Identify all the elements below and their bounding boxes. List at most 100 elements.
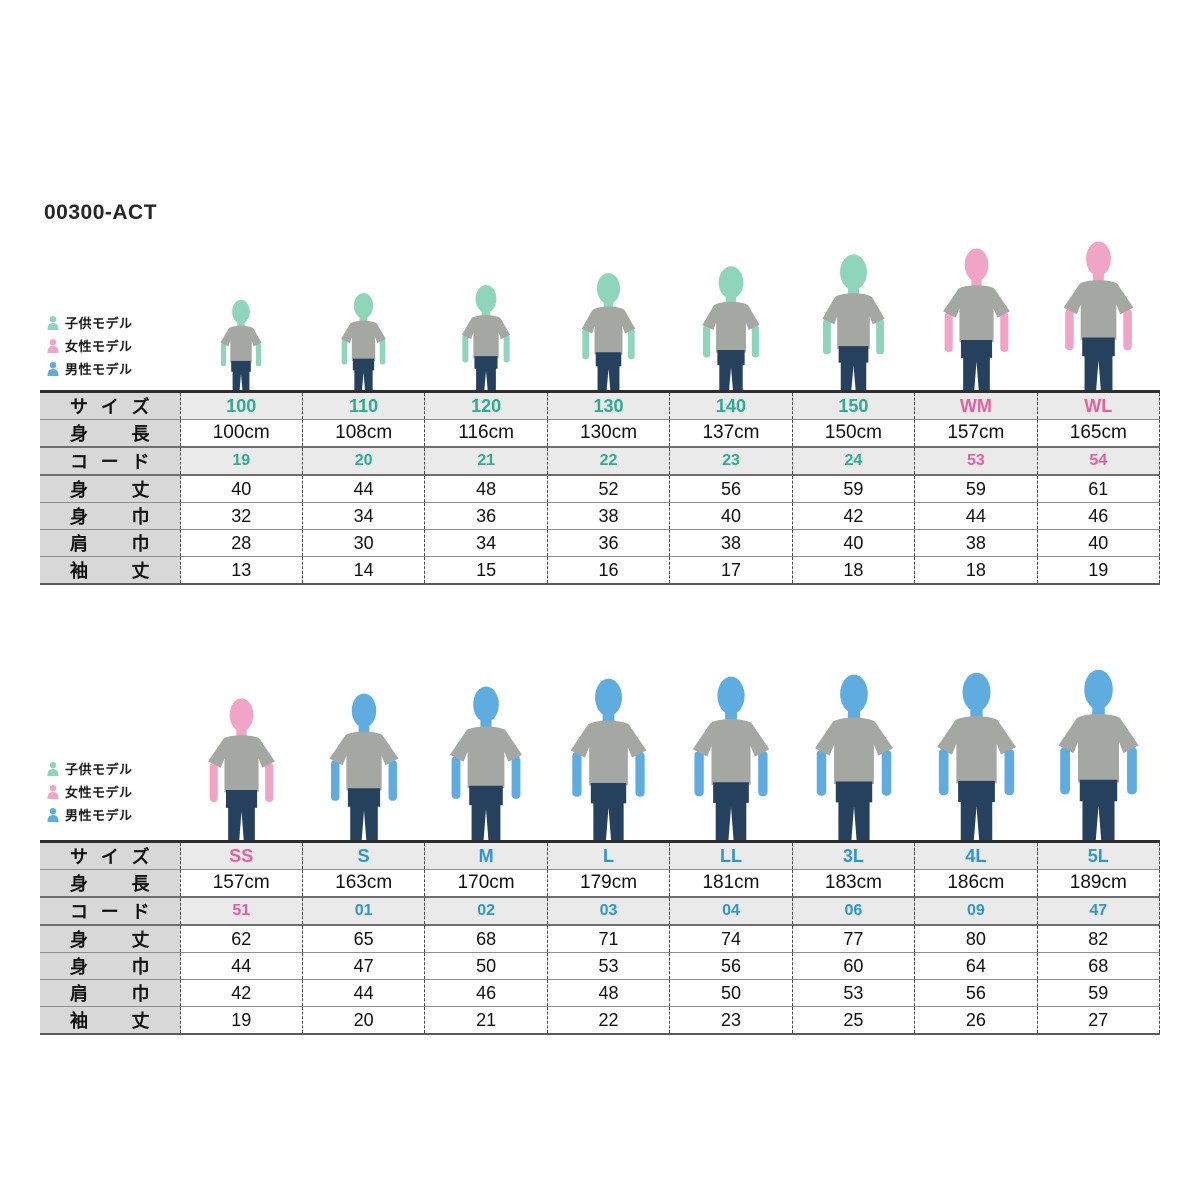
cell-code: 02 (424, 897, 548, 926)
cell-size: SS (179, 841, 303, 870)
cell-shoulder_width: 34 (424, 529, 548, 557)
cell-body_length: 71 (546, 925, 670, 953)
table-row-code: コード 51 01 02 03 04 06 09 47 (40, 897, 1161, 926)
table-row-body_length: 身丈 62 65 68 71 74 77 80 82 (40, 925, 1161, 953)
model-figure-WM (932, 247, 1021, 390)
row-label: コード (40, 447, 180, 476)
cell-height: 100cm (179, 419, 303, 448)
cell-sleeve_length: 20 (301, 1006, 425, 1035)
cell-body_length: 59 (914, 475, 1038, 503)
table-row-height: 身長 157cm 163cm 170cm 179cm 181cm 183cm 186cm 189… (40, 869, 1161, 898)
cell-sleeve_length: 17 (669, 556, 793, 585)
cell-shoulder_width: 46 (424, 979, 548, 1007)
cell-body_length: 77 (791, 925, 915, 953)
cell-size: 110 (301, 391, 425, 420)
size-table-adult: サイズ SS S M L LL 3L 4L 5L 身長 157cm 163cm 170cm 179cm 18… (40, 840, 1161, 1035)
cell-height: 163cm (301, 869, 425, 898)
cell-size: LL (669, 841, 793, 870)
cell-body_width: 42 (791, 502, 915, 530)
cell-code: 09 (914, 897, 1038, 926)
cell-body_width: 44 (914, 502, 1038, 530)
cell-sleeve_length: 27 (1036, 1006, 1161, 1035)
cell-body_length: 65 (301, 925, 425, 953)
table-row-shoulder_width: 肩巾 42 44 46 48 50 53 56 59 (40, 979, 1161, 1007)
cell-height: 150cm (791, 419, 915, 448)
cell-code: 51 (179, 897, 303, 926)
cell-sleeve_length: 13 (179, 556, 303, 585)
cell-code: 22 (546, 447, 670, 476)
legend-item-female: 女性モデル (46, 334, 196, 357)
cell-sleeve_length: 18 (791, 556, 915, 585)
cell-size: 120 (424, 391, 548, 420)
cell-sleeve_length: 14 (301, 556, 425, 585)
cell-height: 186cm (914, 869, 1038, 898)
cell-body_width: 53 (546, 952, 670, 980)
cell-sleeve_length: 19 (179, 1006, 303, 1035)
cell-body_width: 68 (1036, 952, 1161, 980)
cell-body_length: 56 (669, 475, 793, 503)
cell-body_width: 40 (669, 502, 793, 530)
cell-size: L (546, 841, 670, 870)
legend-item-male: 男性モデル (46, 803, 196, 826)
cell-sleeve_length: 18 (914, 556, 1038, 585)
cell-body_length: 59 (791, 475, 915, 503)
cell-body_width: 32 (179, 502, 303, 530)
cell-body_length: 74 (669, 925, 793, 953)
row-label: サイズ (40, 391, 180, 420)
person-bust-icon (47, 361, 59, 376)
cell-body_length: 40 (179, 475, 303, 503)
cell-height: 130cm (546, 419, 670, 448)
cell-body_width: 56 (669, 952, 793, 980)
model-figure-M (438, 685, 534, 840)
table-row-sleeve_length: 袖丈 19 20 21 22 23 25 26 27 (40, 1006, 1161, 1035)
cell-shoulder_width: 38 (669, 529, 793, 557)
table-row-sleeve_length: 袖丈 13 14 15 16 17 18 18 19 (40, 556, 1161, 585)
model-figure-140 (692, 265, 770, 390)
cell-shoulder_width: 53 (791, 979, 915, 1007)
cell-shoulder_width: 38 (914, 529, 1038, 557)
cell-shoulder_width: 30 (301, 529, 425, 557)
cell-body_width: 50 (424, 952, 548, 980)
table-row-body_width: 身巾 44 47 50 53 56 60 64 68 (40, 952, 1161, 980)
cell-sleeve_length: 23 (669, 1006, 793, 1035)
row-label: 身長 (40, 419, 180, 448)
table-row-shoulder_width: 肩巾 28 30 34 36 38 40 38 40 (40, 529, 1161, 557)
cell-body_width: 36 (424, 502, 548, 530)
person-bust-icon (47, 315, 59, 330)
cell-height: 170cm (424, 869, 548, 898)
person-bust-icon (47, 338, 59, 353)
cell-sleeve_length: 19 (1036, 556, 1161, 585)
person-bust-icon (47, 784, 59, 799)
model-figure-150 (811, 253, 896, 390)
row-label: 身巾 (40, 502, 180, 530)
cell-size: 100 (179, 391, 303, 420)
cell-sleeve_length: 22 (546, 1006, 670, 1035)
cell-sleeve_length: 21 (424, 1006, 548, 1035)
cell-body_length: 80 (914, 925, 1038, 953)
table-row-body_width: 身巾 32 34 36 38 40 42 44 46 (40, 502, 1161, 530)
legend-item-label: 女性モデル (65, 339, 133, 354)
cell-code: 06 (791, 897, 915, 926)
size-table-kids-womens: サイズ 100 110 120 130 140 150 WM WL 身長 100cm 108cm 116… (40, 390, 1161, 585)
legend-item-male: 男性モデル (46, 357, 196, 380)
legend-item-child: 子供モデル (46, 757, 196, 780)
row-label: コード (40, 897, 180, 926)
row-label: 肩巾 (40, 529, 180, 557)
row-label: サイズ (40, 841, 180, 870)
row-label: 袖丈 (40, 1006, 180, 1035)
cell-code: 04 (669, 897, 793, 926)
table-row-size: サイズ SS S M L LL 3L 4L 5L (40, 841, 1161, 870)
cell-sleeve_length: 15 (424, 556, 548, 585)
cell-height: 137cm (669, 419, 793, 448)
cell-body_width: 34 (301, 502, 425, 530)
cell-body_length: 68 (424, 925, 548, 953)
table-row-code: コード 19 20 21 22 23 24 53 54 (40, 447, 1161, 476)
model-figure-LL (680, 675, 782, 840)
cell-height: 157cm (914, 419, 1038, 448)
cell-size: 5L (1036, 841, 1161, 870)
row-label: 袖丈 (40, 556, 180, 585)
cell-body_width: 47 (301, 952, 425, 980)
legend-item-label: 女性モデル (65, 785, 133, 800)
cell-shoulder_width: 50 (669, 979, 793, 1007)
